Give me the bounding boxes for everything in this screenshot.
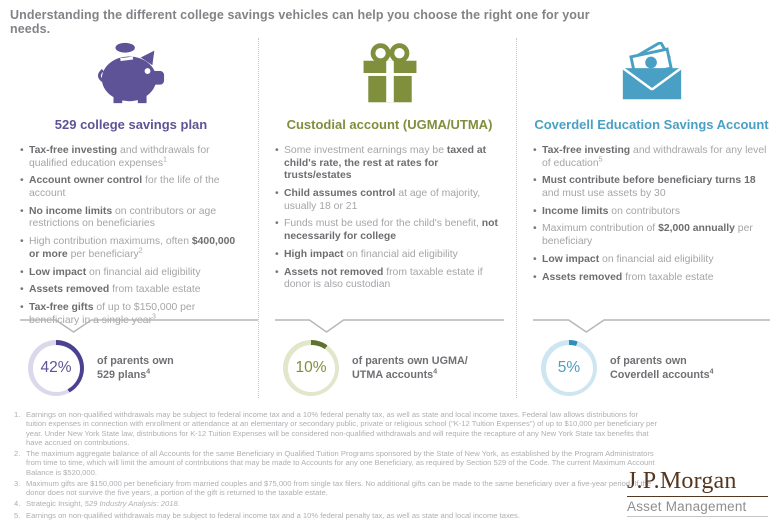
bullet-item: Assets not removed from taxable estate i… (275, 267, 504, 292)
piggy-bank-icon (96, 41, 166, 110)
column-title: 529 college savings plan (54, 117, 208, 132)
stat-label: of parents own 529 plans4 (97, 354, 174, 381)
icon-row (20, 42, 242, 108)
footnote: 3. Maximum gifts are $150,000 per benefic… (14, 478, 652, 497)
stat-block: 42% of parents own 529 plans4 (20, 319, 258, 396)
bullet-item: Tax-free investing and withdrawals for q… (20, 145, 242, 170)
donut-percent: 10% (287, 344, 335, 392)
bullet-item: Low impact on financial aid eligibility (533, 254, 770, 267)
footnote: 4. Strategic Insight, 529 Industry Analys… (14, 499, 180, 509)
bullet-list: Some investment earnings may be taxed at… (275, 145, 504, 292)
bullet-item: Account owner control for the life of th… (20, 175, 242, 200)
bullet-item: High impact on financial aid eligibility (275, 249, 504, 262)
footnotes-section: 1. Earnings on non-qualified withdrawals … (14, 410, 659, 522)
bullet-item: Low impact on financial aid eligibility (20, 267, 242, 280)
footnote: 5. Earnings on non-qualified withdrawals … (14, 510, 520, 520)
gift-box-icon (356, 41, 424, 110)
bracket-pointer (20, 319, 258, 333)
bullet-item: Some investment earnings may be taxed at… (275, 145, 504, 183)
envelope-money-icon (617, 39, 687, 109)
donut-percent: 5% (545, 344, 593, 392)
stat-label: of parents own Coverdell accounts4 (610, 354, 714, 381)
bullet-list: Tax-free investing and withdrawals for q… (20, 145, 242, 327)
bullet-item: High contribution maximums, often $400,0… (20, 236, 242, 261)
column-529-plan: 529 college savings plan Tax-free invest… (20, 38, 258, 398)
donut-chart-ugma: 10% (283, 340, 339, 396)
bullet-item: Child assumes control at age of majority… (275, 188, 504, 213)
bracket-pointer (533, 319, 770, 333)
stat-label: of parents own UGMA/ UTMA accounts4 (352, 354, 468, 381)
column-title: Coverdell Education Savings Account (534, 117, 769, 132)
donut-percent: 42% (32, 344, 80, 392)
bullet-item: Tax-free investing and withdrawals for a… (533, 145, 770, 170)
bracket-pointer (275, 319, 504, 333)
jpmorgan-logo: J.P.Morgan Asset Management (627, 469, 768, 517)
column-coverdell: Coverdell Education Savings Account Tax-… (516, 38, 770, 398)
page-title: Understanding the different college savi… (10, 8, 590, 36)
bullet-item: Assets removed from taxable estate (533, 272, 770, 285)
bullet-item: Income limits on contributors (533, 206, 770, 219)
bullet-item: Maximum contribution of $2,000 annually … (533, 223, 770, 248)
footnote: 1. Earnings on non-qualified withdrawals … (14, 410, 657, 447)
column-title: Custodial account (UGMA/UTMA) (286, 117, 493, 132)
bullet-item: Must contribute before beneficiary turns… (533, 175, 770, 200)
donut-chart-529: 42% (28, 340, 84, 396)
bullet-item: No income limits on contributors or age … (20, 206, 242, 231)
donut-chart-coverdell: 5% (541, 340, 597, 396)
stat-block: 10% of parents own UGMA/ UTMA accounts4 (275, 319, 504, 396)
footnote: 2. The maximum aggregate balance of all A… (14, 449, 655, 477)
logo-brand-text: J.P.Morgan (627, 468, 737, 494)
logo-divider-bottom (627, 516, 768, 517)
icon-row (275, 42, 504, 108)
logo-divider (627, 496, 768, 497)
icon-row (533, 39, 770, 109)
bullet-item: Funds must be used for the child's benef… (275, 218, 504, 243)
stat-block: 5% of parents own Coverdell accounts4 (533, 319, 770, 396)
comparison-columns: 529 college savings plan Tax-free invest… (20, 38, 770, 398)
bullet-list: Tax-free investing and withdrawals for a… (533, 145, 770, 284)
bullet-item: Assets removed from taxable estate (20, 284, 242, 297)
logo-division-text: Asset Management (627, 499, 747, 514)
column-custodial-account: Custodial account (UGMA/UTMA) Some inves… (258, 38, 516, 398)
